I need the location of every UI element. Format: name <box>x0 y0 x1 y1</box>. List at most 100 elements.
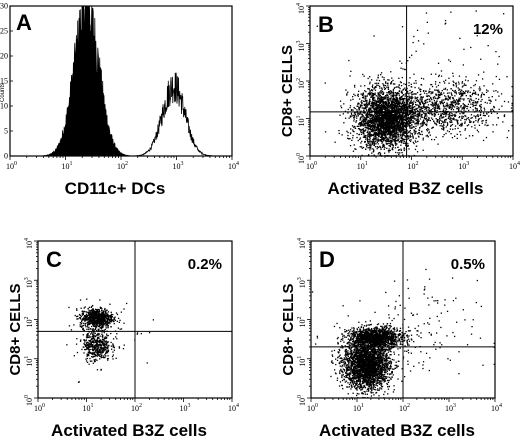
data-point <box>417 132 420 134</box>
data-point <box>401 96 403 98</box>
data-point <box>381 133 383 135</box>
data-point <box>362 124 365 127</box>
data-point <box>360 129 362 131</box>
data-point <box>371 114 373 116</box>
data-point <box>394 131 396 133</box>
data-point <box>463 104 465 106</box>
data-point <box>472 121 475 124</box>
data-point <box>461 117 463 119</box>
panel-letter: A <box>16 10 32 35</box>
data-point <box>403 83 405 85</box>
data-point <box>433 115 436 117</box>
data-point <box>398 128 400 130</box>
data-point <box>393 123 395 125</box>
data-point <box>399 129 401 131</box>
data-point <box>394 100 396 102</box>
data-point <box>511 125 513 127</box>
data-point <box>397 118 399 120</box>
data-point <box>89 316 91 318</box>
data-point <box>385 137 387 139</box>
data-point <box>389 112 391 114</box>
data-point <box>439 101 441 103</box>
data-point <box>107 326 109 328</box>
data-point <box>86 311 88 313</box>
data-point <box>96 309 99 311</box>
data-point <box>389 125 391 127</box>
data-point <box>383 92 385 94</box>
data-point <box>390 142 392 144</box>
data-point <box>434 89 436 91</box>
data-point <box>415 103 417 106</box>
data-point <box>386 140 389 142</box>
data-point <box>376 82 378 84</box>
data-point <box>438 107 440 109</box>
data-point <box>379 122 382 124</box>
data-point <box>448 116 450 118</box>
data-point <box>420 107 422 110</box>
data-point <box>459 93 461 95</box>
data-point <box>444 19 447 22</box>
data-point <box>100 321 102 323</box>
data-point <box>387 109 389 112</box>
data-point <box>428 107 430 109</box>
data-point <box>439 117 441 120</box>
data-point <box>368 125 370 127</box>
data-point <box>368 154 370 156</box>
data-point <box>425 106 427 108</box>
data-point <box>362 93 365 95</box>
data-point <box>479 114 481 116</box>
data-point <box>378 100 380 102</box>
data-point <box>414 108 417 110</box>
data-point <box>425 118 427 120</box>
data-point <box>487 45 489 47</box>
data-point <box>385 122 387 124</box>
data-point <box>406 112 408 115</box>
data-point <box>345 117 347 119</box>
data-point <box>392 107 394 109</box>
data-point <box>396 112 398 114</box>
data-point <box>392 115 394 118</box>
data-point <box>416 91 419 94</box>
data-point <box>368 88 371 90</box>
data-point <box>104 307 106 310</box>
data-point <box>80 323 82 325</box>
data-point <box>388 123 390 125</box>
data-point <box>403 106 405 108</box>
data-point <box>362 100 365 102</box>
data-point <box>439 116 441 118</box>
data-point <box>388 117 390 119</box>
data-point <box>395 139 397 141</box>
data-point <box>374 113 376 115</box>
data-point <box>365 91 367 93</box>
data-point <box>91 311 93 314</box>
data-point <box>99 319 101 321</box>
data-point <box>444 98 446 101</box>
data-point <box>392 146 394 148</box>
data-point <box>403 147 405 149</box>
data-point <box>477 131 480 133</box>
data-point <box>357 113 359 115</box>
data-point <box>374 86 376 88</box>
data-point <box>381 98 383 100</box>
data-point <box>378 115 380 118</box>
data-point <box>392 110 395 112</box>
data-point <box>446 92 449 94</box>
data-point <box>475 104 478 106</box>
data-point <box>457 109 460 111</box>
data-point <box>384 103 387 106</box>
data-point <box>486 102 488 104</box>
data-point <box>373 120 375 122</box>
data-point <box>342 113 344 115</box>
data-point <box>390 102 392 105</box>
data-point <box>411 93 413 96</box>
data-point <box>397 86 399 88</box>
data-point <box>378 101 380 104</box>
data-point <box>367 142 369 144</box>
data-point <box>366 95 368 97</box>
data-point <box>399 97 402 99</box>
data-point <box>416 107 418 109</box>
data-point <box>384 112 386 115</box>
data-point <box>362 107 365 109</box>
data-point <box>363 119 365 121</box>
data-point <box>366 106 368 108</box>
